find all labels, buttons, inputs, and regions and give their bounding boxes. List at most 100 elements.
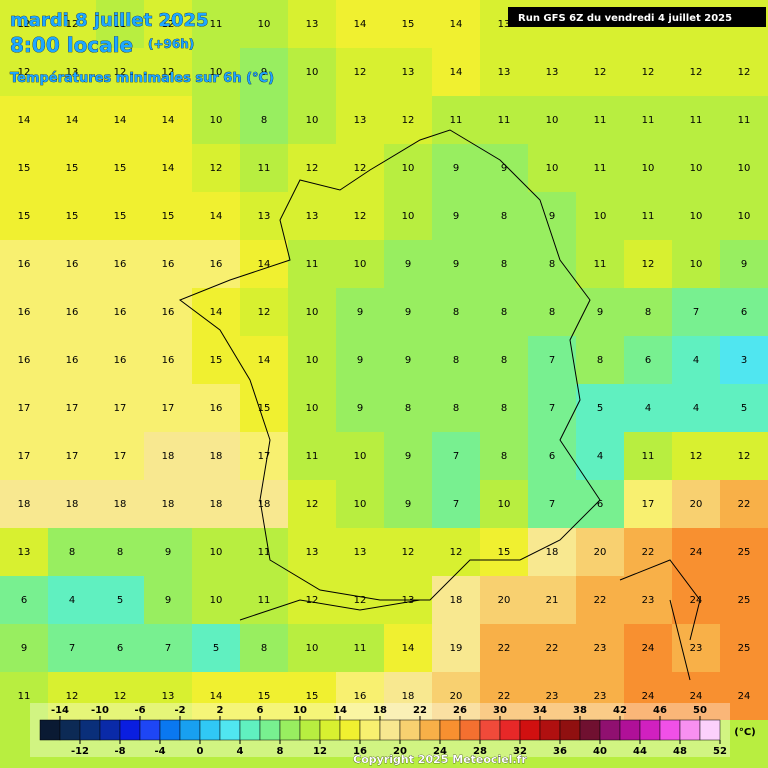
- legend-label: -8: [114, 746, 125, 757]
- temp-value: 10: [210, 115, 223, 126]
- legend-swatch: [279, 719, 301, 741]
- temp-value: 10: [690, 163, 703, 174]
- temp-value: 4: [693, 355, 699, 366]
- temp-cell: [96, 576, 145, 625]
- temp-cell: [432, 192, 481, 241]
- temp-cell: [96, 384, 145, 433]
- temp-value: 12: [306, 595, 319, 606]
- legend-label: 12: [313, 746, 327, 757]
- temp-cell: [192, 336, 241, 385]
- temp-value: 6: [117, 643, 123, 654]
- temp-cell: [0, 288, 49, 337]
- temp-cell: [480, 240, 529, 289]
- temp-value: 18: [18, 499, 31, 510]
- temp-value: 8: [453, 403, 459, 414]
- temp-value: 15: [498, 547, 511, 558]
- temp-cell: [480, 192, 529, 241]
- temp-cell: [576, 384, 625, 433]
- temp-value: 15: [66, 163, 79, 174]
- temp-cell: [240, 240, 289, 289]
- temp-cell: [384, 0, 433, 49]
- temp-cell: [192, 48, 241, 97]
- temp-cell: [720, 144, 768, 193]
- temp-cell: [48, 672, 97, 721]
- temp-value: 17: [114, 451, 127, 462]
- legend-label: 48: [673, 746, 687, 757]
- legend-label: 36: [553, 746, 567, 757]
- temp-cell: [336, 288, 385, 337]
- temp-cell: [288, 672, 337, 721]
- temp-cell: [0, 432, 49, 481]
- temp-value: 10: [402, 211, 415, 222]
- temp-value: 14: [162, 115, 175, 126]
- temp-value: 9: [405, 259, 411, 270]
- temp-cell: [0, 240, 49, 289]
- temp-value: 7: [693, 307, 699, 318]
- temp-cell: [0, 336, 49, 385]
- temp-value: 14: [258, 355, 271, 366]
- temp-cell: [96, 48, 145, 97]
- temp-value: 9: [357, 307, 363, 318]
- temp-cell: [0, 96, 49, 145]
- temp-value: 20: [498, 595, 511, 606]
- temp-value: 10: [306, 67, 319, 78]
- temp-cell: [720, 384, 768, 433]
- temp-value: 9: [597, 307, 603, 318]
- temp-cell: [480, 144, 529, 193]
- temp-cell: [192, 624, 241, 673]
- temp-value: 9: [549, 211, 555, 222]
- temp-value: 10: [258, 19, 271, 30]
- temp-cell: [144, 192, 193, 241]
- temp-value: 22: [498, 691, 511, 702]
- temp-value: 7: [453, 451, 459, 462]
- temp-value: 10: [210, 547, 223, 558]
- temp-value: 7: [453, 499, 459, 510]
- legend-label: -12: [71, 746, 89, 757]
- temp-cell: [432, 624, 481, 673]
- temp-cell: [240, 384, 289, 433]
- temp-cell: [432, 576, 481, 625]
- temp-cell: [624, 192, 673, 241]
- temp-cell: [480, 480, 529, 529]
- temp-cell: [432, 96, 481, 145]
- temp-value: 12: [594, 67, 607, 78]
- temp-cell: [144, 432, 193, 481]
- temp-value: 11: [258, 163, 271, 174]
- temp-value: 12: [402, 115, 415, 126]
- legend-label: 16: [353, 746, 367, 757]
- temp-cell: [288, 624, 337, 673]
- temp-cell: [288, 240, 337, 289]
- temp-value: 8: [501, 451, 507, 462]
- temp-value: 13: [162, 691, 175, 702]
- temp-value: 18: [210, 499, 223, 510]
- temp-value: 13: [546, 67, 559, 78]
- temp-value: 10: [306, 355, 319, 366]
- legend-swatch: [479, 719, 501, 741]
- temp-value: 11: [642, 451, 655, 462]
- legend-swatch: [299, 719, 321, 741]
- temp-cell: [96, 288, 145, 337]
- temp-cell: [336, 96, 385, 145]
- legend-label: 34: [533, 705, 547, 716]
- temp-value: 25: [738, 595, 751, 606]
- temp-cell: [336, 240, 385, 289]
- temp-cell: [336, 48, 385, 97]
- temp-value: 11: [642, 211, 655, 222]
- temp-cell: [144, 96, 193, 145]
- temp-value: 9: [165, 595, 171, 606]
- temp-cell: [288, 192, 337, 241]
- legend-unit: (°C): [734, 727, 755, 738]
- legend-swatch: [599, 719, 621, 741]
- temp-cell: [192, 432, 241, 481]
- temp-value: 9: [165, 547, 171, 558]
- temp-cell: [144, 480, 193, 529]
- legend-label: 24: [433, 746, 447, 757]
- temp-value: 8: [261, 643, 267, 654]
- temp-cell: [480, 432, 529, 481]
- temp-cell: [720, 672, 768, 721]
- temp-cell: [384, 480, 433, 529]
- temp-value: 18: [162, 451, 175, 462]
- temp-value: 10: [210, 595, 223, 606]
- temp-value: 8: [261, 115, 267, 126]
- legend-label: 50: [693, 705, 707, 716]
